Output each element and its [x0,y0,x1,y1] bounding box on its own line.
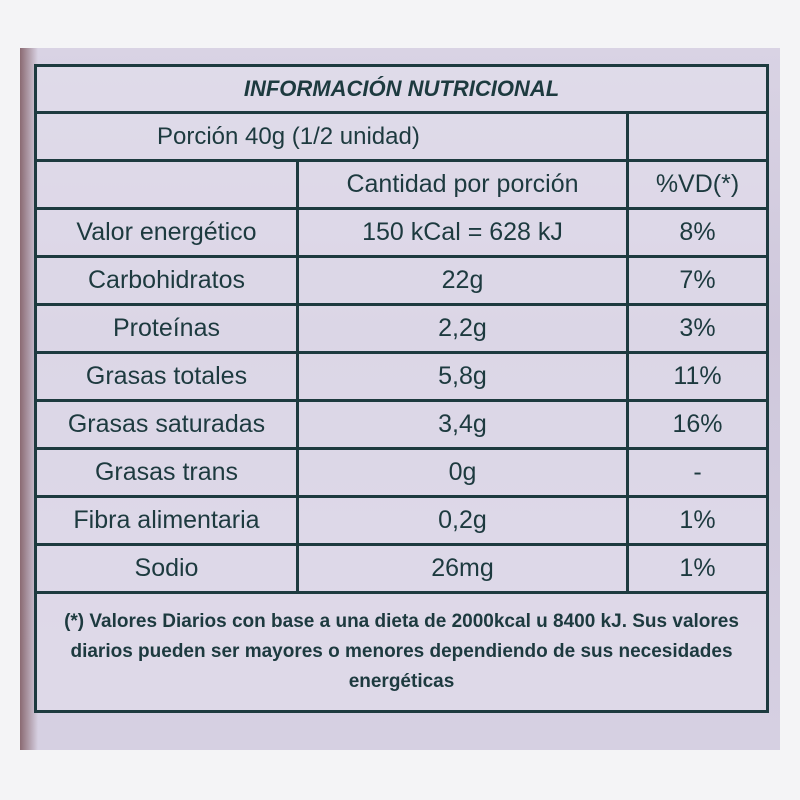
amount: 150 kCal = 628 kJ [296,207,629,258]
nutrient-name: Grasas saturadas [34,399,299,450]
amount: 2,2g [296,303,629,354]
table-row: Proteínas 2,2g 3% [34,303,769,354]
amount: 26mg [296,543,629,594]
daily-value: 8% [626,207,769,258]
table-row: (*) Valores Diarios con base a una dieta… [34,591,769,713]
nutrient-name: Grasas trans [34,447,299,498]
nutrient-name: Grasas totales [34,351,299,402]
table-row: Sodio 26mg 1% [34,543,769,594]
column-header: %VD(*) [626,159,769,210]
nutrient-name: Sodio [34,543,299,594]
table-row: Valor energético 150 kCal = 628 kJ 8% [34,207,769,258]
amount: 3,4g [296,399,629,450]
footnote: (*) Valores Diarios con base a una dieta… [34,591,769,713]
nutrient-name: Valor energético [34,207,299,258]
empty-cell [34,159,299,210]
nutrition-table: INFORMACIÓN NUTRICIONAL Porción 40g (1/2 … [34,64,769,713]
empty-cell [626,111,769,162]
nutrient-name: Proteínas [34,303,299,354]
daily-value: - [626,447,769,498]
portion: Porción 40g (1/2 unidad) [34,111,629,162]
table-row: Grasas totales 5,8g 11% [34,351,769,402]
table-row: Grasas trans 0g - [34,447,769,498]
nutrient-name: Fibra alimentaria [34,495,299,546]
amount: 0,2g [296,495,629,546]
table-row: Fibra alimentaria 0,2g 1% [34,495,769,546]
column-header: Cantidad por porción [296,159,629,210]
table-row: Grasas saturadas 3,4g 16% [34,399,769,450]
daily-value: 11% [626,351,769,402]
label-edge [20,48,38,750]
amount: 22g [296,255,629,306]
table-row: INFORMACIÓN NUTRICIONAL [34,64,769,114]
amount: 5,8g [296,351,629,402]
daily-value: 1% [626,495,769,546]
nutrient-name: Carbohidratos [34,255,299,306]
table-row: Cantidad por porción %VD(*) [34,159,769,210]
table-title: INFORMACIÓN NUTRICIONAL [34,64,769,114]
daily-value: 16% [626,399,769,450]
table-row: Porción 40g (1/2 unidad) [34,111,769,162]
daily-value: 1% [626,543,769,594]
daily-value: 3% [626,303,769,354]
table-row: Carbohidratos 22g 7% [34,255,769,306]
daily-value: 7% [626,255,769,306]
amount: 0g [296,447,629,498]
